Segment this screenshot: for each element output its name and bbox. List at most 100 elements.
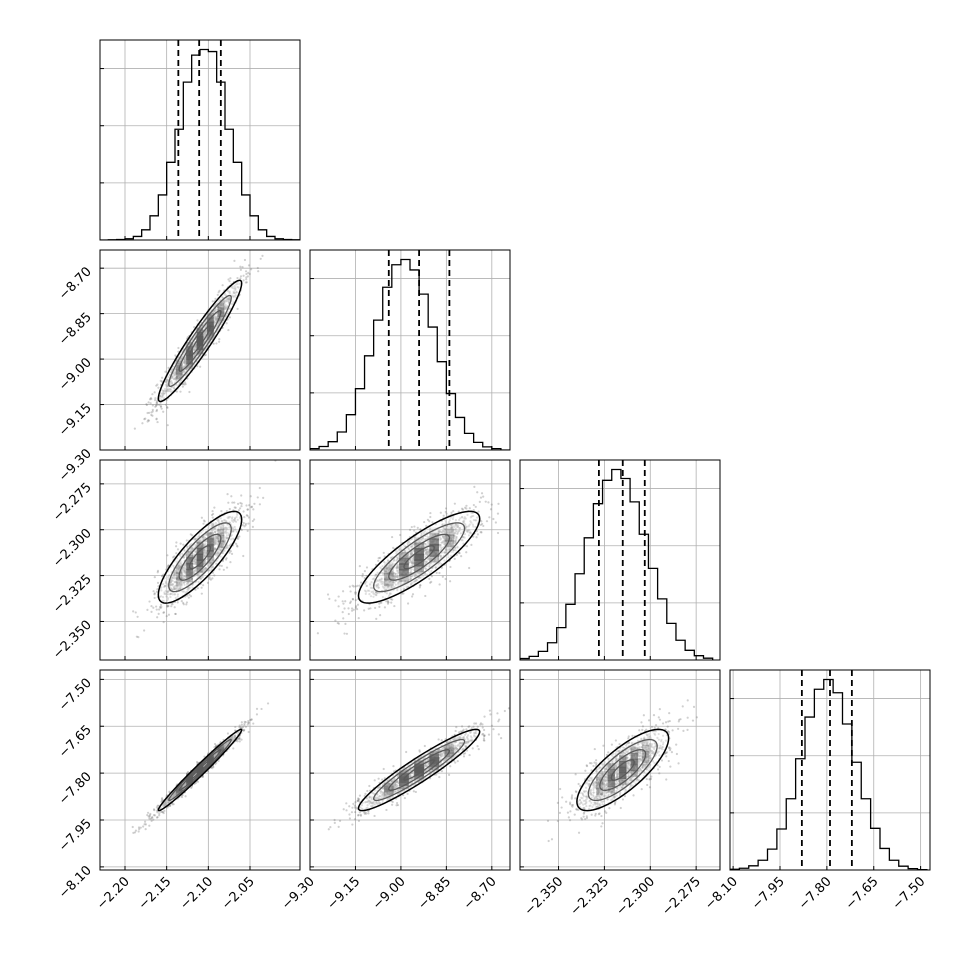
sample-point bbox=[425, 548, 428, 551]
sample-point bbox=[385, 592, 389, 595]
sample-point bbox=[410, 568, 413, 571]
sample-point bbox=[211, 529, 214, 532]
sample-point bbox=[224, 530, 228, 533]
sample-point bbox=[163, 585, 166, 588]
sample-point bbox=[225, 536, 229, 540]
sample-point bbox=[146, 608, 149, 611]
sample-point bbox=[408, 576, 412, 579]
sample-point bbox=[196, 569, 199, 572]
sample-point bbox=[215, 539, 218, 542]
sample-point bbox=[250, 506, 253, 509]
sample-point bbox=[425, 551, 428, 555]
sample-point bbox=[216, 537, 219, 540]
sample-point bbox=[168, 388, 171, 391]
sample-point bbox=[221, 314, 224, 318]
sample-point bbox=[392, 581, 395, 584]
sample-point bbox=[167, 366, 170, 369]
sample-point bbox=[224, 300, 227, 303]
sample-point bbox=[165, 389, 168, 392]
sample-point bbox=[219, 549, 222, 552]
sample-point bbox=[212, 305, 216, 308]
y-tick-label: −9.00 bbox=[56, 355, 95, 394]
sample-point bbox=[443, 538, 446, 542]
sample-point bbox=[216, 314, 219, 318]
sample-point bbox=[194, 352, 197, 355]
sample-point bbox=[193, 560, 196, 563]
sample-point bbox=[410, 575, 414, 578]
sample-point bbox=[162, 620, 165, 624]
sample-point bbox=[397, 583, 400, 586]
sample-point bbox=[379, 580, 382, 583]
sample-point bbox=[202, 535, 205, 539]
sample-point bbox=[217, 759, 220, 763]
sample-point bbox=[390, 564, 393, 567]
sample-point bbox=[455, 529, 458, 532]
sample-point bbox=[258, 486, 261, 490]
sample-point bbox=[429, 515, 432, 519]
sample-point bbox=[233, 517, 237, 520]
sample-point bbox=[442, 537, 445, 540]
sample-point bbox=[234, 292, 237, 295]
sample-point bbox=[153, 391, 156, 394]
sample-point bbox=[225, 305, 229, 308]
sample-point bbox=[176, 375, 179, 379]
sample-point bbox=[165, 595, 168, 598]
sample-point bbox=[175, 372, 179, 375]
sample-point bbox=[222, 526, 225, 529]
sample-point bbox=[405, 586, 408, 589]
sample-point bbox=[177, 568, 180, 571]
sample-point bbox=[199, 545, 202, 548]
sample-point bbox=[445, 512, 448, 515]
sample-point bbox=[175, 378, 178, 382]
sample-point bbox=[454, 524, 457, 527]
sample-point bbox=[187, 586, 190, 590]
sample-point bbox=[455, 535, 458, 538]
sample-point bbox=[183, 359, 187, 362]
sample-point bbox=[230, 534, 233, 537]
sample-point bbox=[189, 595, 193, 598]
sample-point bbox=[417, 539, 420, 542]
sample-point bbox=[434, 566, 437, 569]
sample-point bbox=[177, 563, 181, 567]
sample-point bbox=[232, 530, 235, 533]
sample-point bbox=[193, 558, 196, 561]
sample-point bbox=[388, 593, 391, 596]
sample-point bbox=[150, 413, 153, 417]
sample-point bbox=[428, 536, 431, 539]
sample-point bbox=[221, 541, 224, 545]
sample-point bbox=[178, 373, 181, 377]
sample-point bbox=[391, 563, 394, 566]
sample-point bbox=[164, 589, 167, 592]
sample-point bbox=[169, 388, 173, 391]
sample-point bbox=[164, 803, 167, 806]
sample-point bbox=[245, 514, 248, 517]
sample-point bbox=[191, 554, 194, 558]
sample-point bbox=[394, 572, 397, 575]
sample-point bbox=[213, 531, 217, 534]
sample-point bbox=[215, 536, 219, 539]
sample-point bbox=[465, 507, 468, 510]
sample-point bbox=[171, 593, 174, 596]
sample-point bbox=[356, 584, 359, 587]
sample-point bbox=[173, 606, 176, 609]
sample-point bbox=[364, 582, 367, 585]
sample-point bbox=[214, 308, 218, 312]
sample-point bbox=[182, 577, 185, 580]
sample-point bbox=[176, 790, 179, 793]
sample-point bbox=[177, 564, 180, 567]
contour-fill bbox=[158, 280, 242, 402]
sample-point bbox=[242, 729, 245, 732]
sample-point bbox=[425, 524, 428, 527]
sample-point bbox=[425, 551, 428, 554]
sample-point bbox=[176, 365, 179, 368]
sample-point bbox=[398, 553, 401, 557]
sample-point bbox=[228, 297, 231, 300]
sample-point bbox=[347, 612, 350, 616]
sample-point bbox=[159, 379, 162, 382]
sample-point bbox=[234, 506, 237, 509]
sample-point bbox=[194, 562, 198, 565]
sample-point bbox=[191, 555, 195, 558]
sample-point bbox=[373, 593, 376, 596]
sample-point bbox=[444, 539, 448, 543]
sample-point bbox=[170, 605, 173, 608]
